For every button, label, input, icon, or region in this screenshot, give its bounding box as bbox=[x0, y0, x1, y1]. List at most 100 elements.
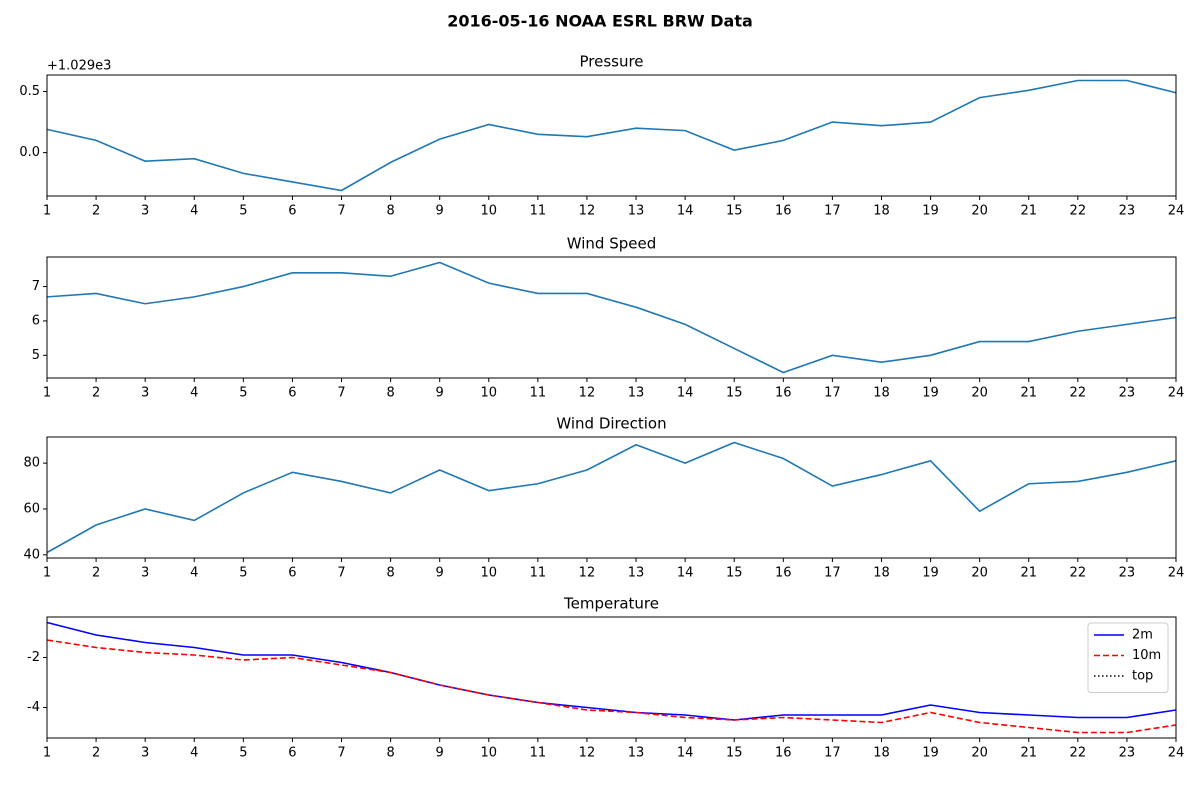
x-tick-label: 11 bbox=[530, 746, 547, 761]
x-tick-label: 1 bbox=[43, 386, 51, 401]
x-tick-label: 2 bbox=[92, 746, 100, 761]
x-tick-label: 24 bbox=[1168, 746, 1185, 761]
x-tick-label: 12 bbox=[579, 386, 596, 401]
x-tick-label: 19 bbox=[922, 204, 939, 219]
x-tick-label: 22 bbox=[1070, 204, 1087, 219]
y-tick-label: 80 bbox=[23, 456, 40, 471]
x-tick-label: 20 bbox=[971, 746, 988, 761]
x-tick-label: 19 bbox=[922, 386, 939, 401]
x-tick-label: 23 bbox=[1119, 386, 1136, 401]
x-tick-label: 11 bbox=[530, 204, 547, 219]
x-tick-label: 5 bbox=[239, 566, 247, 581]
x-tick-label: 9 bbox=[436, 746, 444, 761]
x-tick-label: 13 bbox=[628, 746, 645, 761]
x-tick-label: 12 bbox=[579, 566, 596, 581]
x-tick-label: 2 bbox=[92, 386, 100, 401]
x-tick-label: 24 bbox=[1168, 386, 1185, 401]
x-tick-label: 13 bbox=[628, 204, 645, 219]
series-line bbox=[46, 621, 1177, 721]
series-line bbox=[46, 261, 1177, 374]
subplot-title: Temperature bbox=[563, 595, 659, 613]
x-tick-label: 8 bbox=[386, 566, 394, 581]
y-tick-label: 40 bbox=[23, 547, 40, 562]
plot-frame bbox=[46, 616, 1177, 739]
x-tick-label: 23 bbox=[1119, 566, 1136, 581]
x-tick-label: 17 bbox=[824, 204, 841, 219]
x-tick-label: 24 bbox=[1168, 204, 1185, 219]
x-tick-label: 10 bbox=[481, 204, 498, 219]
x-tick-label: 15 bbox=[726, 566, 743, 581]
subplot-title: Wind Direction bbox=[556, 415, 666, 433]
x-tick-label: 15 bbox=[726, 746, 743, 761]
plot-frame bbox=[46, 256, 1177, 379]
x-tick-label: 14 bbox=[677, 204, 694, 219]
x-tick-label: 4 bbox=[190, 386, 198, 401]
x-tick-label: 17 bbox=[824, 566, 841, 581]
x-tick-label: 20 bbox=[971, 204, 988, 219]
series-line bbox=[46, 79, 1177, 192]
subplot-title: Wind Speed bbox=[567, 235, 657, 253]
x-tick-label: 21 bbox=[1020, 746, 1037, 761]
x-tick-label: 7 bbox=[337, 204, 345, 219]
x-tick-label: 6 bbox=[288, 746, 296, 761]
x-tick-label: 14 bbox=[677, 746, 694, 761]
x-tick-label: 6 bbox=[288, 566, 296, 581]
x-tick-label: 2 bbox=[92, 204, 100, 219]
x-tick-label: 4 bbox=[190, 746, 198, 761]
x-tick-label: 19 bbox=[922, 746, 939, 761]
plot-frame bbox=[46, 436, 1177, 559]
x-tick-label: 5 bbox=[239, 386, 247, 401]
y-tick-label: -2 bbox=[27, 650, 40, 665]
series-line bbox=[46, 639, 1177, 734]
x-tick-label: 18 bbox=[873, 204, 890, 219]
x-tick-label: 6 bbox=[288, 386, 296, 401]
x-tick-label: 18 bbox=[873, 386, 890, 401]
x-tick-label: 10 bbox=[481, 566, 498, 581]
x-tick-label: 1 bbox=[43, 204, 51, 219]
x-tick-label: 21 bbox=[1020, 204, 1037, 219]
x-tick-label: 7 bbox=[337, 386, 345, 401]
x-tick-label: 11 bbox=[530, 386, 547, 401]
series-line bbox=[46, 441, 1177, 554]
x-tick-label: 21 bbox=[1020, 566, 1037, 581]
x-tick-label: 20 bbox=[971, 386, 988, 401]
y-tick-label: -4 bbox=[27, 700, 40, 715]
x-tick-label: 23 bbox=[1119, 204, 1136, 219]
x-tick-label: 1 bbox=[43, 566, 51, 581]
y-tick-label: 0.5 bbox=[19, 84, 40, 99]
x-tick-label: 5 bbox=[239, 746, 247, 761]
x-tick-label: 23 bbox=[1119, 746, 1136, 761]
x-tick-label: 3 bbox=[141, 386, 149, 401]
x-tick-label: 12 bbox=[579, 746, 596, 761]
x-tick-label: 13 bbox=[628, 386, 645, 401]
x-tick-label: 15 bbox=[726, 204, 743, 219]
x-tick-label: 22 bbox=[1070, 746, 1087, 761]
x-tick-label: 19 bbox=[922, 566, 939, 581]
legend-label: 10m bbox=[1132, 648, 1161, 663]
x-tick-label: 16 bbox=[775, 204, 792, 219]
x-tick-label: 12 bbox=[579, 204, 596, 219]
y-tick-label: 7 bbox=[32, 279, 40, 294]
x-tick-label: 24 bbox=[1168, 566, 1185, 581]
x-tick-label: 8 bbox=[386, 386, 394, 401]
x-tick-label: 4 bbox=[190, 204, 198, 219]
x-tick-label: 13 bbox=[628, 566, 645, 581]
x-tick-label: 8 bbox=[386, 746, 394, 761]
x-tick-label: 16 bbox=[775, 386, 792, 401]
x-tick-label: 5 bbox=[239, 204, 247, 219]
subplot-title: Pressure bbox=[579, 53, 643, 71]
x-tick-label: 9 bbox=[436, 386, 444, 401]
x-tick-label: 18 bbox=[873, 566, 890, 581]
x-tick-label: 14 bbox=[677, 386, 694, 401]
x-tick-label: 3 bbox=[141, 746, 149, 761]
x-tick-label: 3 bbox=[141, 566, 149, 581]
x-tick-label: 9 bbox=[436, 566, 444, 581]
offset-label: +1.029e3 bbox=[47, 59, 111, 74]
x-tick-label: 7 bbox=[337, 746, 345, 761]
x-tick-label: 16 bbox=[775, 566, 792, 581]
x-tick-label: 15 bbox=[726, 386, 743, 401]
plot-frame bbox=[46, 74, 1177, 197]
x-tick-label: 10 bbox=[481, 746, 498, 761]
x-tick-label: 17 bbox=[824, 746, 841, 761]
